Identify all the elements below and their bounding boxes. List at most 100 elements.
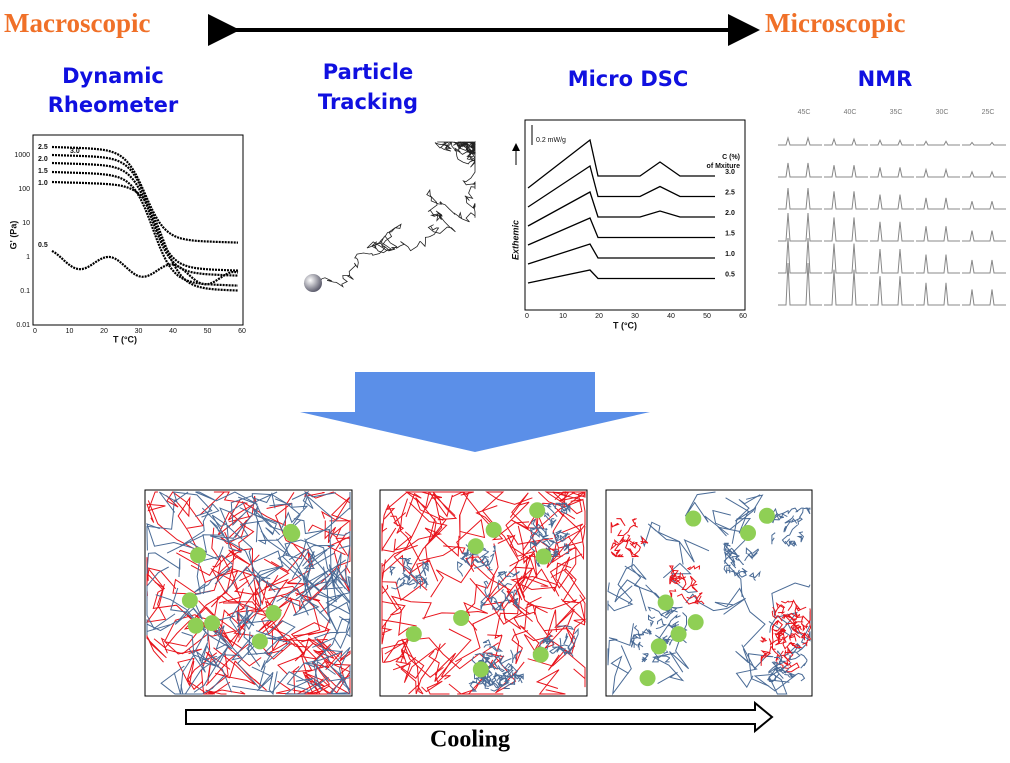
particle-dot	[406, 626, 422, 642]
dsc-legend: of Mxiture	[707, 163, 741, 170]
polymer-chain	[382, 523, 395, 552]
rheo-x-tick: 10	[66, 328, 74, 335]
polymer-chain	[305, 492, 350, 503]
polymer-chain	[537, 670, 565, 694]
rheo-curve-label: 3.0	[70, 148, 80, 155]
particle-dot	[640, 670, 656, 686]
polymer-chain	[662, 656, 670, 662]
particle-dot	[204, 615, 220, 631]
nmr-spectrum	[824, 191, 868, 209]
polymer-chain	[483, 640, 491, 648]
dsc-x-tick: 50	[703, 313, 711, 320]
polymer-chain	[485, 554, 494, 566]
rheo-x-tick: 40	[169, 328, 177, 335]
rheo-x-tick: 50	[204, 328, 212, 335]
dsc-y-label: Exthemic	[510, 220, 520, 260]
dsc-curve	[528, 270, 715, 283]
particle-dot	[188, 618, 204, 634]
nmr-spectrum	[916, 226, 960, 241]
nmr-spectrum	[916, 198, 960, 209]
nmr-temp: 30C	[936, 109, 949, 116]
particle-dot	[533, 647, 549, 663]
polymer-chain	[649, 616, 656, 626]
polymer-chain	[382, 586, 397, 635]
nmr-spectrum	[824, 244, 868, 274]
polymer-chain	[390, 567, 395, 576]
polymer-chain	[196, 492, 258, 504]
nmr-spectrum	[824, 270, 868, 305]
polymer-chain	[611, 522, 618, 533]
polymer-chain	[493, 546, 495, 553]
polymer-chain	[618, 525, 638, 535]
rheo-x-tick: 0	[33, 328, 37, 335]
nmr-spectrum	[916, 170, 960, 177]
nmr-temp: 40C	[844, 109, 857, 116]
rheo-curve-label: 1.0	[38, 180, 48, 187]
particle-dot	[453, 610, 469, 626]
dsc-curve	[528, 218, 715, 245]
dsc-curve-label: 1.0	[725, 251, 735, 258]
nmr-spectrum	[962, 142, 1006, 145]
nmr-spectrum	[870, 140, 914, 145]
rheo-y-label: G' (Pa)	[8, 221, 18, 250]
polymer-chain	[761, 637, 766, 642]
polymer-chain	[688, 566, 700, 570]
dsc-x-tick: 30	[631, 313, 639, 320]
technique-title: NMR	[858, 67, 913, 91]
nmr-spectrum	[870, 249, 914, 273]
technique-title: Particle	[323, 60, 413, 84]
nmr-spectrum	[870, 195, 914, 209]
particle-dot	[740, 525, 756, 541]
nmr-spectrum	[778, 263, 822, 305]
polymer-chain	[435, 653, 462, 682]
polymer-chain	[540, 534, 549, 538]
polymer-chain	[512, 629, 528, 664]
polymer-chain	[648, 524, 709, 562]
particle-dot	[651, 638, 667, 654]
nmr-temp: 25C	[982, 109, 995, 116]
polymer-chain	[556, 530, 566, 534]
rheo-curve-label: 2.0	[38, 156, 48, 163]
technique-title: Tracking	[318, 90, 418, 114]
dsc-curve	[528, 166, 715, 207]
polymer-chain	[750, 572, 760, 580]
dsc-x-tick: 40	[667, 313, 675, 320]
dsc-x-tick: 0	[525, 313, 529, 320]
nmr-spectrum	[870, 222, 914, 241]
polymer-chain	[800, 654, 807, 668]
polymer-chain	[798, 532, 803, 542]
microscopic-label: Microscopic	[765, 8, 905, 38]
particle-dot	[468, 538, 484, 554]
rheo-y-tick: 0.1	[20, 288, 30, 295]
polymer-chain	[649, 607, 662, 616]
polymer-chain	[235, 581, 261, 638]
rheo-y-tick: 1	[26, 254, 30, 261]
nmr-spectrum	[824, 217, 868, 241]
particle-dot	[536, 549, 552, 565]
dsc-curve-label: 3.0	[725, 169, 735, 176]
polymer-chain	[776, 651, 783, 661]
polymer-chain	[656, 619, 666, 629]
polymer-chain	[382, 545, 418, 573]
particle-dot	[688, 614, 704, 630]
polymer-chain	[382, 569, 405, 616]
polymer-chain	[633, 519, 637, 526]
rheo-curve	[52, 163, 238, 276]
dsc-curve-label: 2.0	[725, 210, 735, 217]
rheo-curve	[52, 147, 238, 243]
polymer-chain	[635, 626, 649, 636]
particle-dot	[671, 626, 687, 642]
nmr-spectrum	[962, 172, 1006, 177]
polymer-chain	[627, 539, 637, 545]
particle-dot	[685, 511, 701, 527]
dsc-curve-label: 0.5	[725, 271, 735, 278]
nmr-spectrum	[870, 276, 914, 305]
rheo-x-tick: 60	[238, 328, 246, 335]
polymer-chain	[726, 570, 739, 577]
rheo-y-tick: 10	[22, 220, 30, 227]
polymer-chain	[715, 589, 765, 647]
particle-trajectory	[305, 142, 476, 287]
polymer-chain	[147, 557, 162, 602]
figure: Macroscopic Microscopic Dynamic Rheomete…	[0, 0, 1010, 758]
particle-dot	[473, 661, 489, 677]
